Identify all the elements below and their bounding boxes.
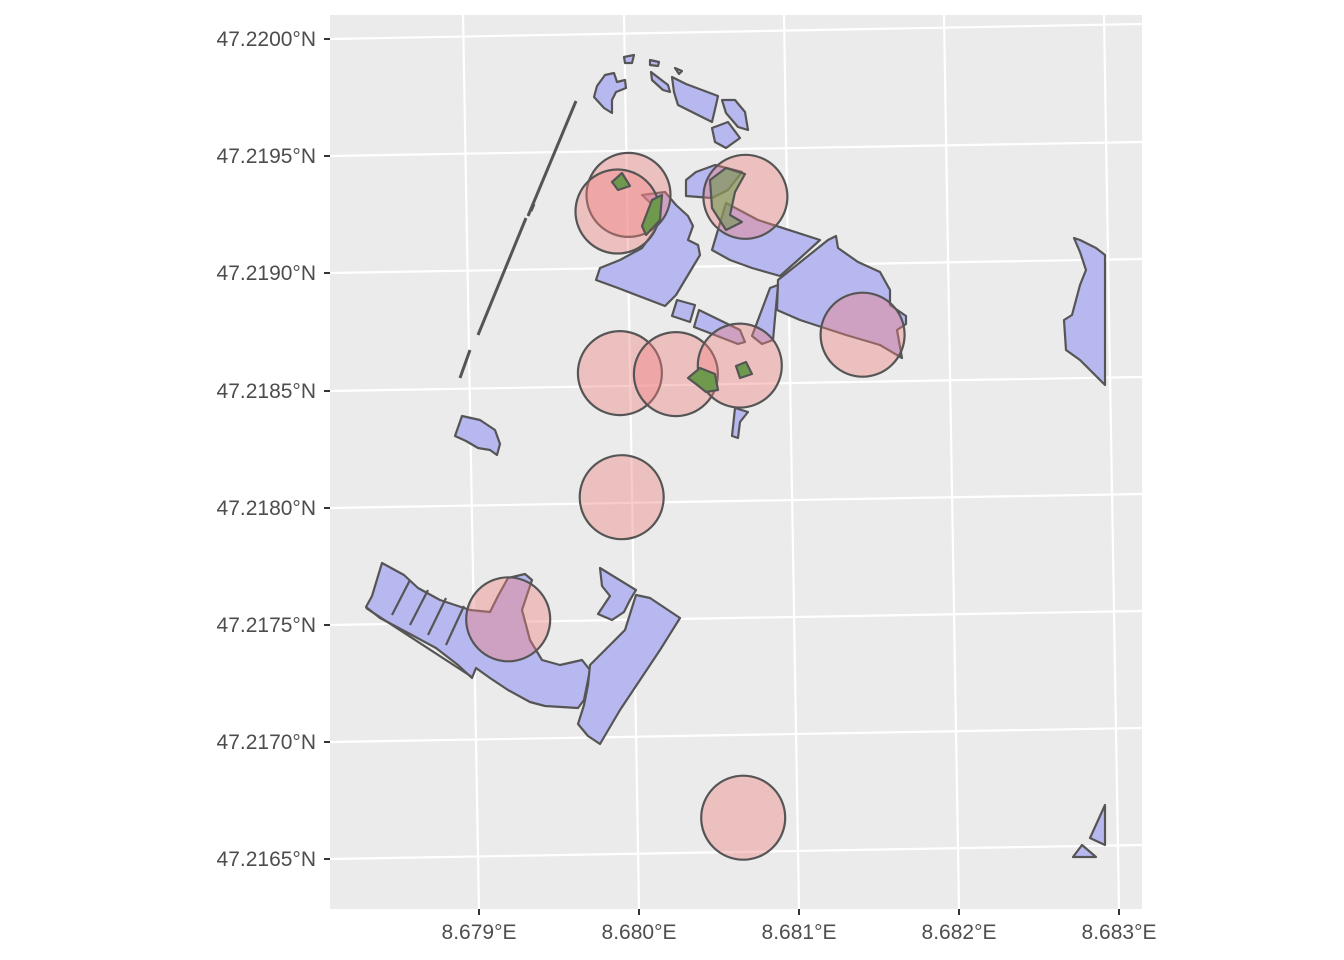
polygon-feature (1088, 803, 1107, 847)
divider-line (391, 579, 411, 616)
x-tick-label: 8.682°E (922, 921, 997, 944)
polygon-feature (673, 66, 684, 76)
y-tick-label: 47.2175°N (217, 614, 316, 637)
x-axis: 8.679°E 8.680°E 8.681°E 8.682°E 8.683°E (442, 909, 1157, 944)
meridian-line (1102, 14, 1121, 910)
meridian-line (942, 14, 961, 910)
polygon-feature (453, 414, 502, 457)
polygon-feature (720, 98, 750, 132)
polygon-feature (1062, 236, 1107, 387)
overlap-layer (610, 166, 754, 394)
polygon-feature (670, 75, 720, 124)
polygon-feature (364, 561, 592, 710)
parallel-line (329, 22, 1143, 41)
polygon-feature (692, 308, 747, 346)
x-tick-label: 8.683°E (1082, 921, 1157, 944)
parallel-line (329, 257, 1143, 275)
y-axis: 47.2200°N 47.2195°N 47.2190°N 47.2185°N … (217, 28, 330, 871)
polygon-feature (710, 120, 742, 150)
buffer-circle (465, 576, 552, 663)
polygon-feature (750, 283, 780, 346)
y-tick-label: 47.2190°N (217, 262, 316, 285)
buffer-circle (578, 454, 665, 541)
meridian-line (622, 14, 641, 910)
meridian-line (782, 14, 801, 910)
y-tick-label: 47.2195°N (217, 145, 316, 168)
path-line (526, 100, 578, 217)
polygon-feature (1071, 843, 1098, 859)
polygon-feature (648, 58, 661, 68)
parallel-line (329, 492, 1143, 510)
polygon-feature (622, 53, 636, 65)
meridian-line (461, 14, 481, 910)
overlap-feature (708, 166, 747, 232)
buffer-circle (819, 291, 906, 378)
overlap-feature (610, 171, 632, 192)
buffer-circle (700, 774, 787, 861)
line-layer (458, 100, 578, 379)
path-line (476, 217, 528, 336)
small-triangles (1071, 803, 1107, 859)
buffer-circle (632, 331, 720, 418)
x-tick-label: 8.679°E (442, 921, 517, 944)
y-tick-label: 47.2180°N (217, 497, 316, 520)
parallel-line (329, 375, 1143, 393)
overlap-feature (686, 366, 720, 394)
polygon-feature (649, 70, 672, 94)
divider-line (445, 605, 465, 646)
polygon-feature (670, 298, 697, 324)
polygon-feature (596, 566, 638, 622)
polygon-feature (730, 406, 750, 440)
x-tick-label: 8.680°E (602, 921, 677, 944)
y-tick-label: 47.2200°N (217, 28, 316, 51)
path-line (458, 349, 472, 379)
polygon-feature (594, 190, 702, 308)
divider-line (427, 597, 447, 636)
divider-line (365, 607, 473, 678)
x-tick-label: 8.681°E (762, 921, 837, 944)
polygon-feature (576, 593, 682, 746)
overlap-feature (640, 193, 664, 237)
polygon-feature (592, 71, 628, 115)
parcel-dividers (365, 579, 473, 678)
y-tick-label: 47.2170°N (217, 731, 316, 754)
divider-line (409, 589, 429, 626)
path-line (529, 203, 536, 212)
parallel-line (329, 843, 1143, 861)
graticule (329, 14, 1143, 910)
overlap-feature (734, 360, 754, 380)
y-tick-label: 47.2165°N (217, 848, 316, 871)
parallel-line (329, 140, 1143, 158)
parallel-line (329, 726, 1143, 744)
y-tick-label: 47.2185°N (217, 380, 316, 403)
